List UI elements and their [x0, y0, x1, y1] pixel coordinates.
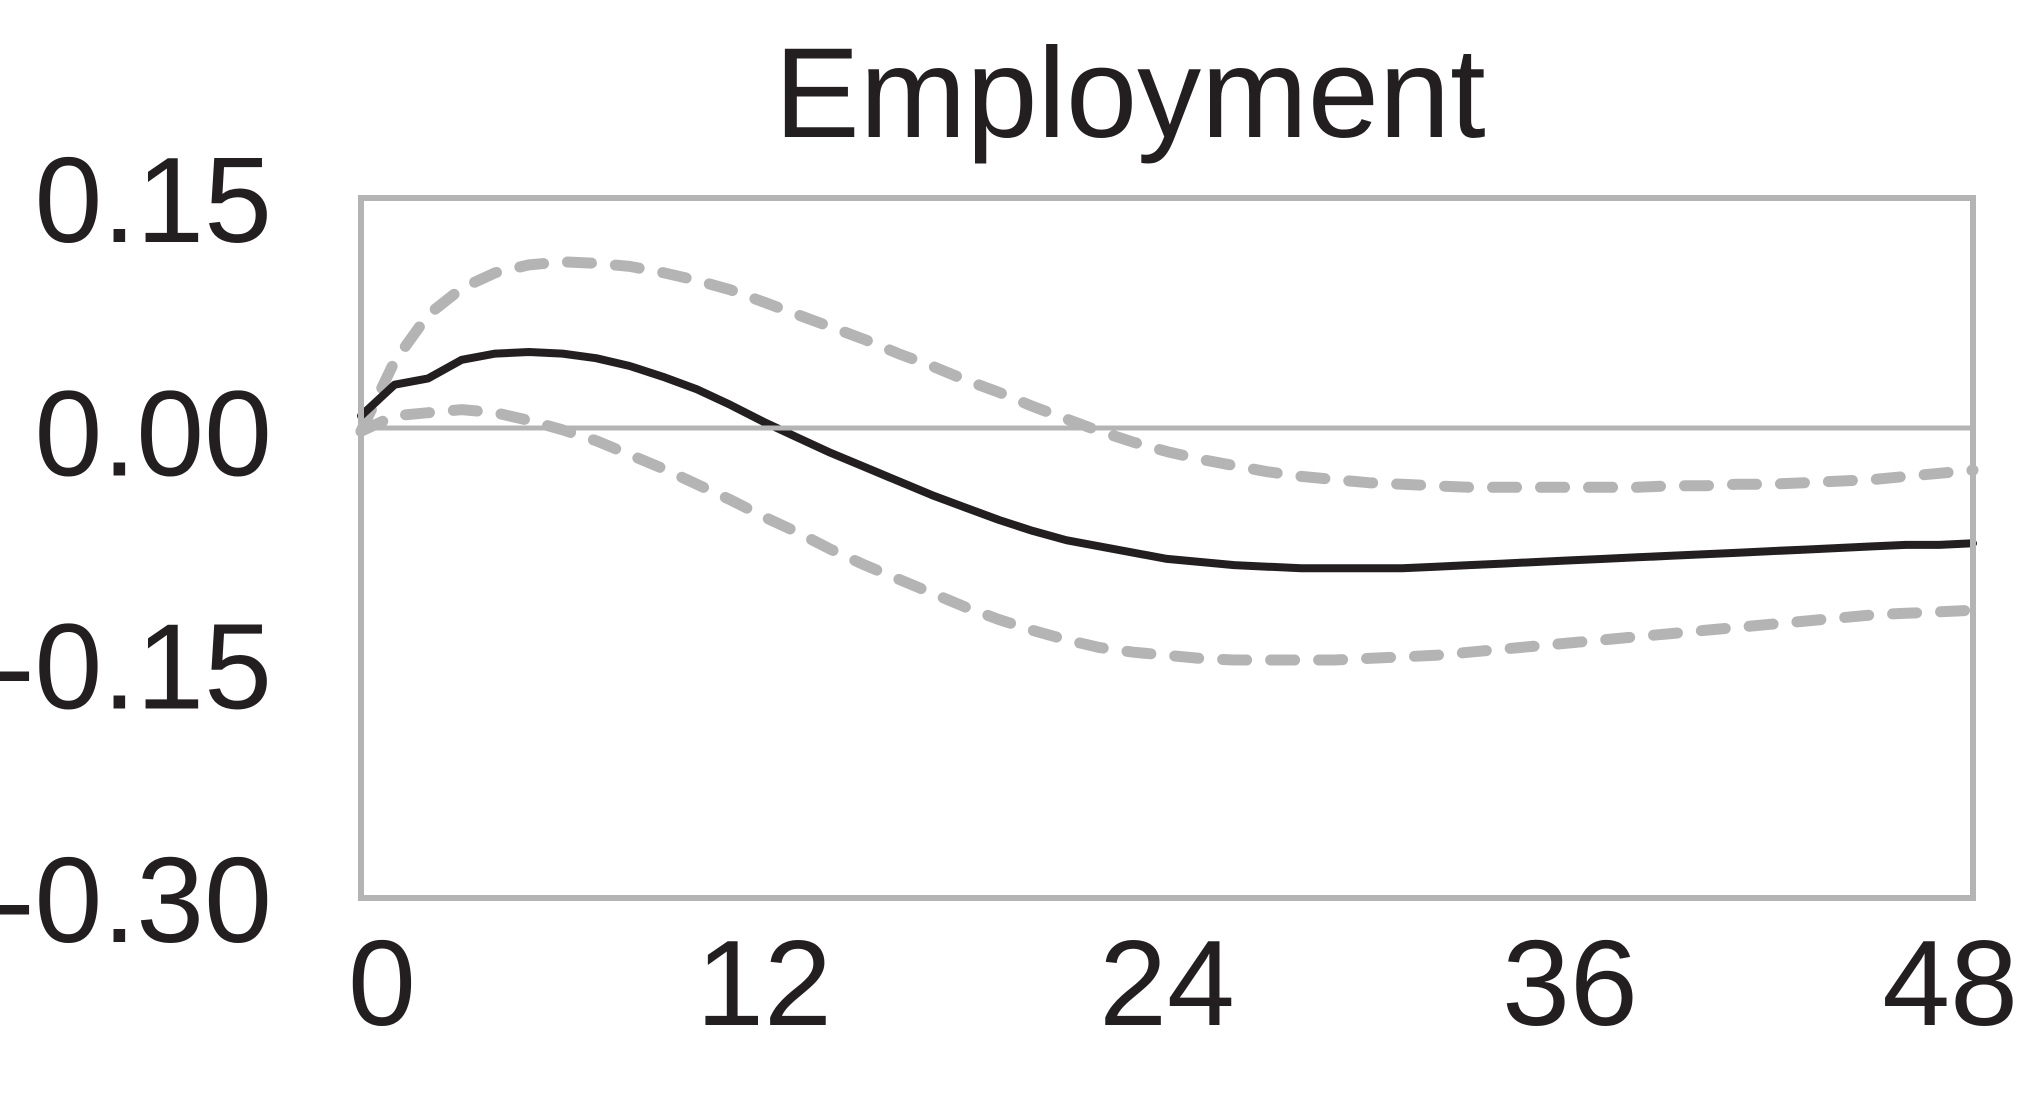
- x-tick-label: 0: [348, 915, 416, 1051]
- plot-frame: [358, 195, 1976, 901]
- y-tick-label: -0.15: [0, 599, 272, 735]
- y-tick-label: -0.30: [0, 832, 272, 968]
- x-tick-label: 36: [1502, 915, 1638, 1051]
- x-tick-label: 48: [1882, 915, 2018, 1051]
- lower-band-line: [355, 404, 1979, 666]
- median-line: [357, 348, 1977, 573]
- y-tick-label: 0.15: [35, 132, 272, 268]
- y-tick-label: 0.00: [35, 365, 272, 501]
- x-axis-ticks: 0 12 24 36 48: [348, 915, 2018, 1051]
- x-tick-label: 24: [1099, 915, 1235, 1051]
- upper-band-line: [355, 256, 1979, 493]
- y-axis-ticks: 0.15 0.00 -0.15 -0.30: [0, 132, 272, 968]
- x-tick-label: 12: [696, 915, 832, 1051]
- chart-title: Employment: [774, 22, 1485, 165]
- series-layer: [355, 256, 1979, 666]
